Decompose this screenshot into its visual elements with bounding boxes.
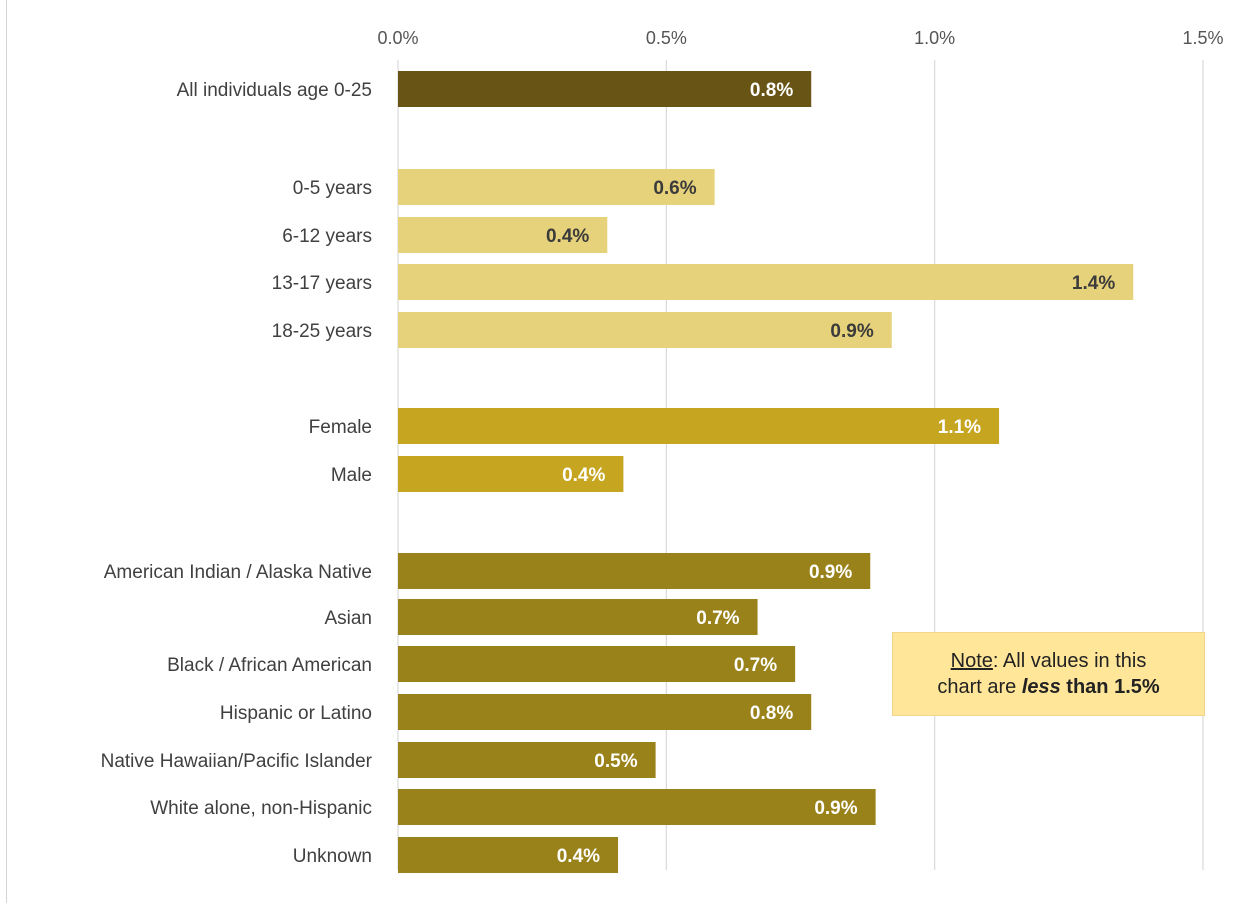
category-label: 13-17 years [272, 273, 372, 294]
bar [398, 71, 812, 107]
category-label: Native Hawaiian/Pacific Islander [101, 751, 373, 772]
x-tick-label: 0.5% [646, 28, 687, 48]
category-label: 6-12 years [282, 226, 372, 247]
note-line-2: chart are less than 1.5% [937, 674, 1159, 700]
category-label: White alone, non-Hispanic [150, 798, 372, 819]
bar [398, 742, 656, 778]
data-label: 0.9% [814, 798, 857, 819]
note-box: Note: All values in this chart are less … [892, 632, 1205, 716]
data-label: 0.7% [696, 608, 739, 629]
data-label: 0.4% [546, 226, 589, 247]
note-line-2-start: chart are [937, 676, 1022, 698]
bar [398, 789, 876, 825]
category-label: Unknown [293, 846, 372, 867]
data-label: 0.5% [594, 751, 637, 772]
category-label: Female [309, 417, 372, 438]
data-label: 0.4% [562, 465, 605, 486]
x-tick-label: 1.5% [1182, 28, 1223, 48]
note-prefix: Note [950, 650, 993, 672]
note-line-1-text: : All values in this [992, 650, 1147, 672]
bar [398, 599, 758, 635]
category-label: Asian [324, 608, 372, 629]
chart-frame [6, 0, 1250, 903]
bar [398, 217, 608, 253]
category-label: American Indian / Alaska Native [104, 562, 372, 583]
data-label: 0.8% [750, 703, 793, 724]
bar [398, 694, 812, 730]
x-tick-label: 0.0% [377, 28, 418, 48]
category-label: Male [331, 465, 372, 486]
bar [398, 408, 1000, 444]
bar [398, 553, 871, 589]
category-label: Hispanic or Latino [220, 703, 372, 724]
bar [398, 456, 624, 492]
bar [398, 264, 1134, 300]
bar [398, 312, 892, 348]
note-line-1: Note: All values in this [951, 648, 1147, 674]
data-label: 0.7% [734, 655, 777, 676]
note-emphasis: less [1021, 676, 1061, 698]
data-label: 0.6% [653, 178, 696, 199]
data-label: 1.1% [938, 417, 981, 438]
category-label: Black / African American [167, 655, 372, 676]
note-line-2-end: than 1.5% [1060, 676, 1160, 698]
bar [398, 837, 619, 873]
data-label: 1.4% [1072, 273, 1115, 294]
category-label: 18-25 years [272, 321, 372, 342]
data-label: 0.9% [830, 321, 873, 342]
bar [398, 169, 715, 205]
bar [398, 646, 796, 682]
category-label: All individuals age 0-25 [177, 80, 372, 101]
data-label: 0.8% [750, 80, 793, 101]
data-label: 0.9% [809, 562, 852, 583]
category-label: 0-5 years [293, 178, 372, 199]
x-tick-label: 1.0% [914, 28, 955, 48]
data-label: 0.4% [557, 846, 600, 867]
